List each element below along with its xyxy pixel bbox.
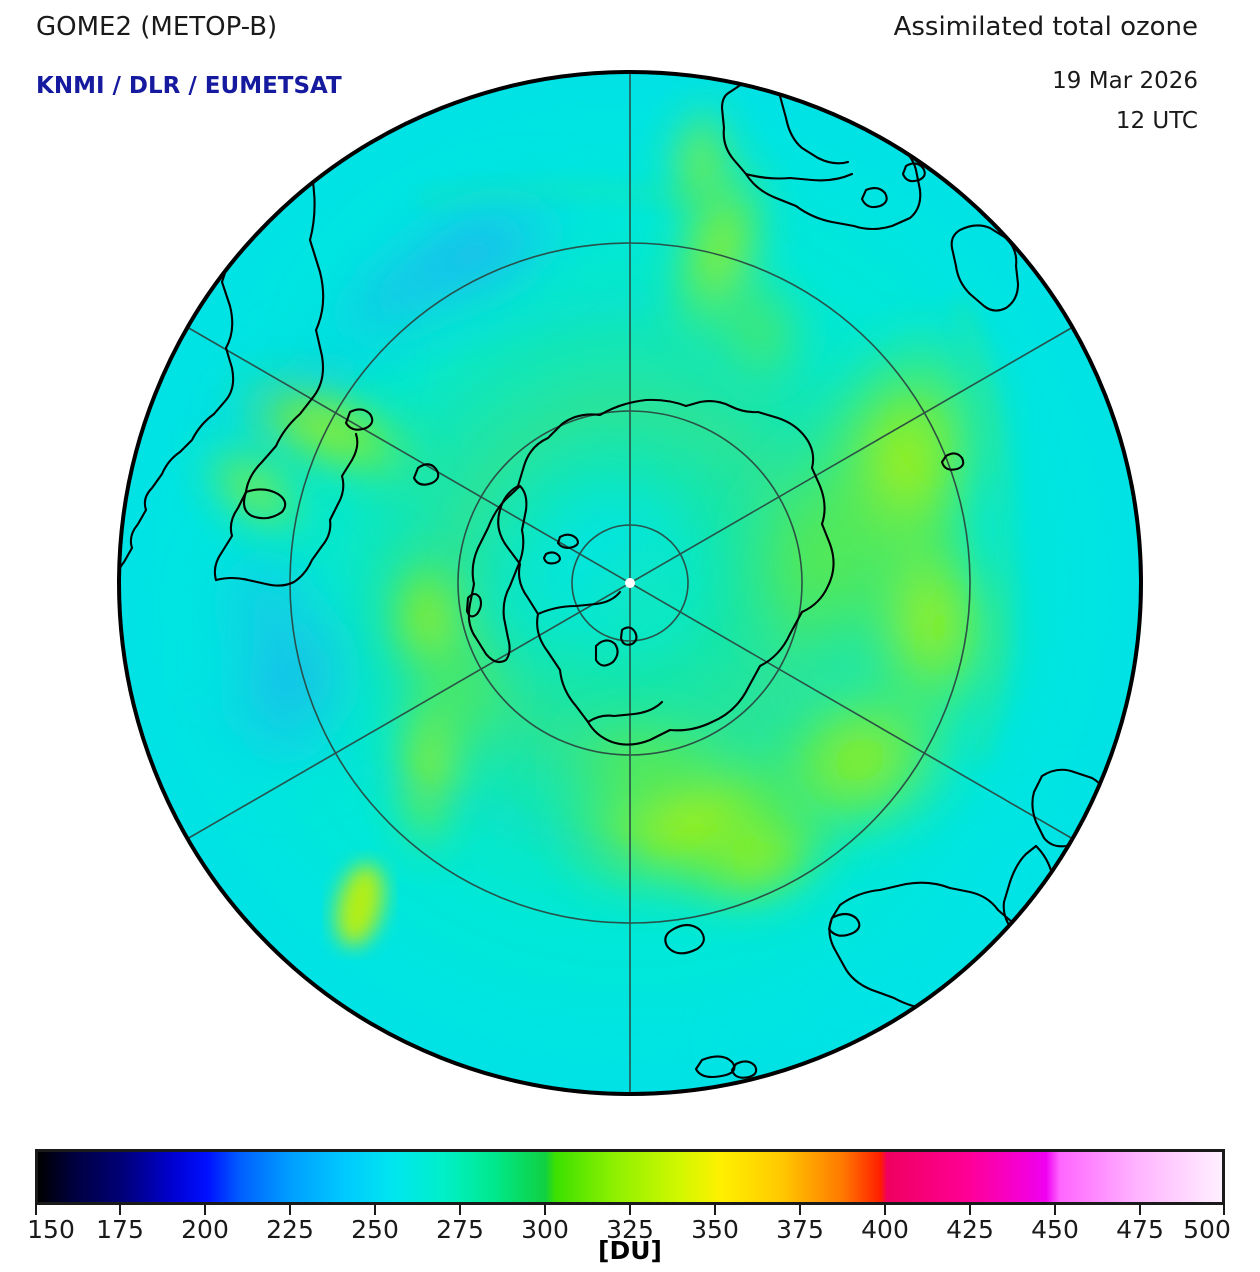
ozone-map-panel: [117, 70, 1143, 1096]
coastline-stewart-island: [996, 941, 1021, 960]
coastline-island-e: [619, 626, 638, 646]
colorbar-labels: 150 175 200 225 250 275 300 325 350 375 400 425 450 4…: [27, 1215, 1231, 1249]
coastline-subantarctic-a: [664, 923, 705, 955]
coastline-south-america-east: [213, 138, 325, 582]
colorbar-tick-label: 450: [1031, 1215, 1079, 1244]
colorbar-tick-label: 325: [606, 1215, 654, 1244]
coastline-antarctica: [497, 398, 835, 746]
coastline-subantarctic-b: [694, 1055, 736, 1079]
colorbar-tick: [884, 1205, 886, 1215]
colorbar-tick-label: 175: [96, 1215, 144, 1244]
colorbar-tick: [714, 1205, 716, 1215]
coastline-tierra-del-fuego: [242, 488, 287, 520]
colorbar-tick-label: 425: [946, 1215, 994, 1244]
colorbar-bar[interactable]: [35, 1149, 1225, 1205]
coastline-africa-island-a: [901, 162, 926, 183]
coastline-madagascar: [950, 224, 1020, 312]
colorbar-tick-label: 200: [181, 1215, 229, 1244]
product-title: Assimilated total ozone: [893, 12, 1198, 42]
south-pole-marker: [625, 578, 635, 588]
coastline-africa-south-coast: [744, 172, 854, 182]
high-ozone-patch-south: [530, 690, 848, 925]
observation-date: 19 Mar 2026: [1052, 68, 1198, 94]
coastline-island-b: [542, 551, 561, 565]
observation-time: 12 UTC: [1115, 108, 1198, 134]
colorbar-tick-label: 375: [776, 1215, 824, 1244]
colorbar-tick-label: 350: [691, 1215, 739, 1244]
colorbar-tick: [1223, 1205, 1225, 1215]
colorbar-tick-label: 300: [521, 1215, 569, 1244]
colorbar-tick-label: 475: [1116, 1215, 1164, 1244]
low-ozone-patch-mid-left: [200, 520, 378, 799]
polar-stereographic-globe: [117, 70, 1143, 1096]
coastline-falklands: [344, 408, 374, 431]
coastlines: [119, 79, 1108, 1079]
colorbar-ticks: [35, 1205, 1225, 1215]
coastline-island-c: [465, 592, 483, 618]
coastline-kerguelen: [940, 452, 965, 471]
colorbar-tick: [1139, 1205, 1141, 1215]
colorbar-tick-label: 150: [27, 1215, 75, 1244]
colorbar-tick: [459, 1205, 461, 1215]
coastline-africa-island-b: [860, 187, 888, 209]
coastline-south-georgia: [412, 463, 440, 486]
coastline-africa-inner: [778, 94, 850, 165]
colorbar-tick-label: 400: [861, 1215, 909, 1244]
colorbar-tick: [629, 1205, 631, 1215]
globe-outline: [117, 70, 1143, 1096]
colorbar-tick: [1054, 1205, 1056, 1215]
colorbar-tick: [119, 1205, 121, 1215]
coastline-island-d: [594, 639, 619, 667]
colorbar-tick: [799, 1205, 801, 1215]
colorbar-tick: [204, 1205, 206, 1215]
colorbar-tick: [544, 1205, 546, 1215]
colorbar-tick-label: 250: [351, 1215, 399, 1244]
coastline-south-america-tip: [214, 432, 359, 587]
colorbar-tick: [374, 1205, 376, 1215]
colorbar-tick-label: 275: [436, 1215, 484, 1244]
coastline-subantarctic-c: [730, 1060, 758, 1079]
colorbar-gradient: [38, 1152, 1222, 1202]
colorbar-tick: [969, 1205, 971, 1215]
field-striations: [177, 184, 1015, 867]
coastline-tasmania: [950, 1009, 986, 1043]
colorbar-tick: [35, 1205, 37, 1215]
colorbar-unit-label: [DU]: [598, 1236, 662, 1265]
coastline-ross-ice-shelf: [586, 700, 664, 724]
agencies-credit: KNMI / DLR / EUMETSAT: [36, 73, 342, 99]
coastline-antarctic-peninsula: [467, 484, 528, 664]
coastline-australia-island: [827, 912, 861, 937]
colorbar-tick-label: 225: [266, 1215, 314, 1244]
coastline-island-a: [556, 533, 579, 549]
colorbar-tick-label: 500: [1183, 1215, 1231, 1244]
coastline-ronne-shelf: [536, 590, 622, 616]
instrument-title: GOME2 (METOP-B): [36, 12, 278, 42]
colorbar: 150 175 200 225 250 275 300 325 350 375 400 425 450 4…: [27, 1149, 1231, 1249]
colorbar-tick: [289, 1205, 291, 1215]
